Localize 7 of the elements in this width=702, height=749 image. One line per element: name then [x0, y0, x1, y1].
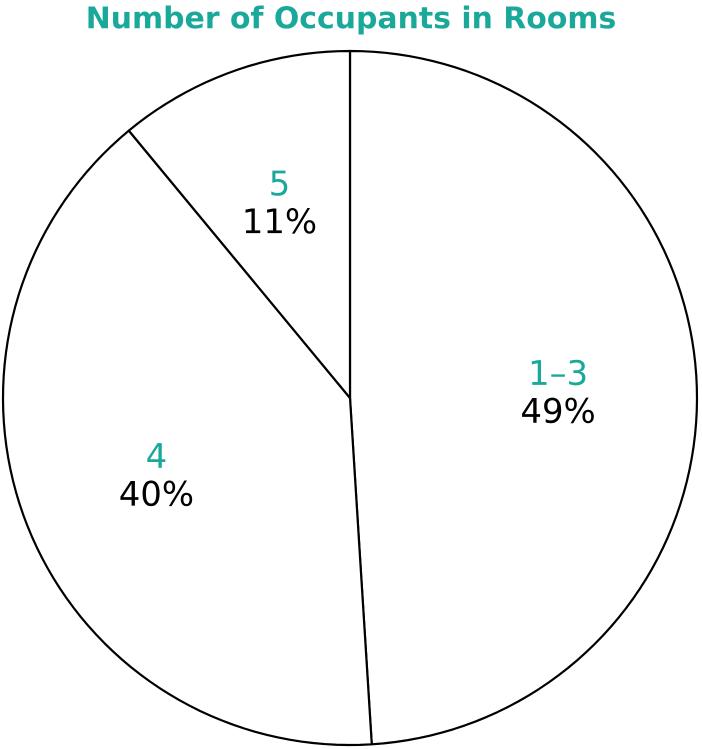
slice-label: 5	[271, 170, 288, 196]
chart-title: Number of Occupants in Rooms	[88, 6, 615, 34]
data-label: 11%	[246, 208, 316, 234]
slice-label: 1–3	[532, 360, 586, 386]
slice-label: 4	[147, 443, 166, 468]
data-label: 49%	[522, 398, 594, 424]
data-label: 40%	[120, 480, 192, 506]
